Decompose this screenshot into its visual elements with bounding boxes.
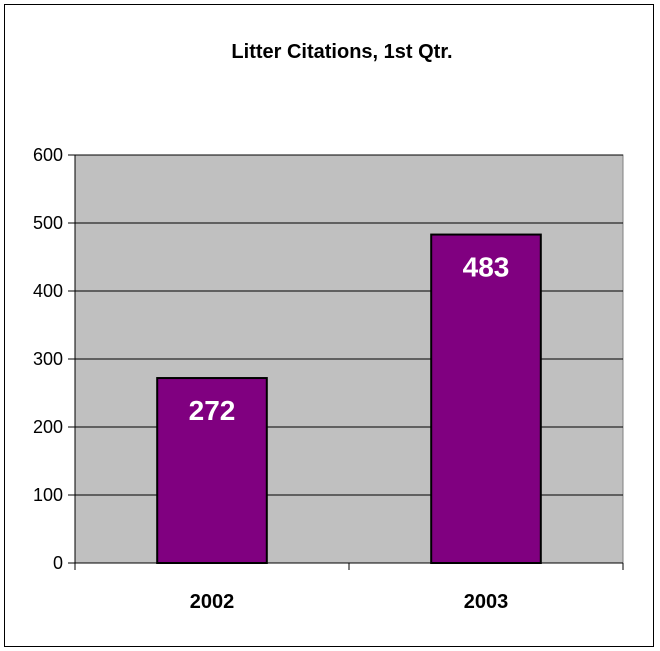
- chart-title: Litter Citations, 1st Qtr.: [231, 41, 452, 63]
- y-tick-label: 400: [33, 281, 63, 301]
- y-tick-label: 0: [53, 553, 63, 573]
- y-tick-label: 100: [33, 485, 63, 505]
- data-label-2002: 272: [189, 395, 236, 426]
- bar-2003: [430, 233, 542, 564]
- y-tick-label: 500: [33, 213, 63, 233]
- labels: 0 100 200 300 400 500 600 272 2002 483 2003: [33, 145, 509, 613]
- data-label-2003: 483: [463, 252, 510, 283]
- bars: [156, 233, 542, 565]
- y-tick-label: 600: [33, 145, 63, 165]
- y-tick-label: 300: [33, 349, 63, 369]
- y-tick-label: 200: [33, 417, 63, 437]
- bar-2002: [156, 377, 268, 565]
- x-category-label: 2003: [464, 591, 509, 613]
- x-category-label: 2002: [190, 591, 235, 613]
